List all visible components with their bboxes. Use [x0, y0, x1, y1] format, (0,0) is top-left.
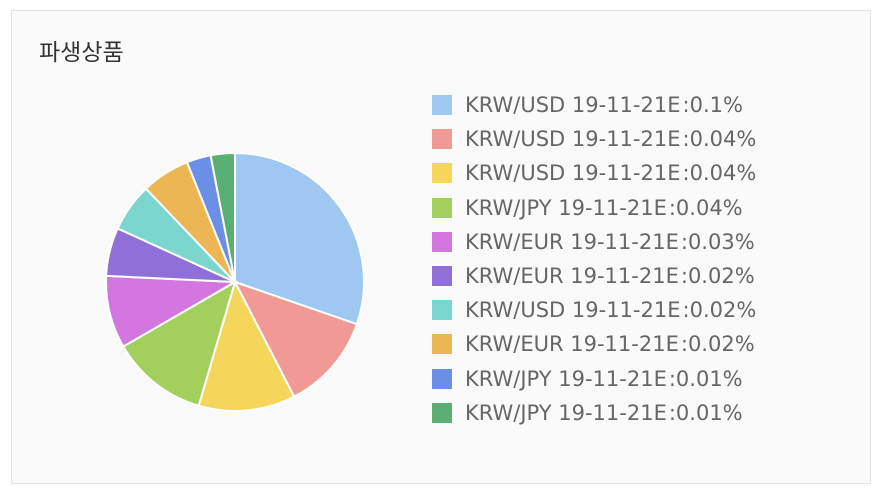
legend-separator: : — [668, 366, 676, 391]
legend-value: 0.04% — [689, 127, 757, 152]
pie-slice-10[interactable] — [209, 151, 236, 283]
legend-swatch — [432, 334, 452, 355]
legend-item-6[interactable]: KRW/EUR 19-11-21E : 0.02% — [432, 259, 756, 293]
legend-value: 0.04% — [689, 161, 757, 186]
legend-item-4[interactable]: KRW/JPY 19-11-21E : 0.04% — [432, 191, 756, 225]
pie-chart — [105, 151, 365, 412]
legend-separator: : — [680, 332, 688, 357]
legend-swatch — [432, 163, 452, 184]
card-title: 파생상품 — [39, 40, 124, 66]
legend-item-3[interactable]: KRW/USD 19-11-21E : 0.04% — [432, 156, 756, 190]
legend-swatch — [432, 402, 452, 423]
legend-swatch — [432, 300, 452, 321]
legend-item-9[interactable]: KRW/JPY 19-11-21E : 0.01% — [432, 362, 756, 396]
legend-separator: : — [682, 161, 690, 186]
legend-value: 0.01% — [675, 400, 743, 425]
legend-item-1[interactable]: KRW/USD 19-11-21E : 0.1% — [432, 88, 756, 122]
legend-swatch — [432, 231, 452, 252]
legend-separator: : — [682, 127, 690, 152]
legend-item-10[interactable]: KRW/JPY 19-11-21E : 0.01% — [432, 396, 756, 430]
legend-label: KRW/JPY 19-11-21E — [465, 400, 667, 425]
legend-value: 0.02% — [687, 332, 755, 357]
pie-slice-1[interactable] — [234, 151, 365, 326]
legend-value: 0.01% — [675, 366, 743, 391]
pie-slice-3[interactable] — [197, 279, 296, 412]
legend-label: KRW/EUR 19-11-21E — [465, 264, 679, 289]
legend-label: KRW/USD 19-11-21E — [465, 298, 681, 323]
legend-item-5[interactable]: KRW/EUR 19-11-21E : 0.03% — [432, 225, 756, 259]
legend-separator: : — [680, 264, 688, 289]
legend-separator: : — [668, 195, 676, 220]
legend-separator: : — [682, 298, 690, 323]
chart-legend: KRW/USD 19-11-21E : 0.1% KRW/USD 19-11-21… — [432, 88, 756, 430]
legend-label: KRW/USD 19-11-21E — [465, 127, 681, 152]
legend-value: 0.03% — [687, 229, 755, 254]
legend-separator: : — [680, 229, 688, 254]
legend-swatch — [432, 197, 452, 218]
derivatives-card: 파생상품 KRW/USD 19-11-21E : 0.1% KRW/USD 19-… — [11, 10, 871, 484]
legend-label: KRW/JPY 19-11-21E — [465, 195, 667, 220]
legend-separator: : — [668, 400, 676, 425]
legend-separator: : — [682, 93, 690, 118]
pie-slice-4[interactable] — [121, 279, 237, 408]
legend-value: 0.02% — [687, 264, 755, 289]
legend-swatch — [432, 368, 452, 389]
legend-item-8[interactable]: KRW/EUR 19-11-21E : 0.02% — [432, 327, 756, 361]
legend-label: KRW/USD 19-11-21E — [465, 161, 681, 186]
legend-swatch — [432, 129, 452, 150]
legend-value: 0.02% — [689, 298, 757, 323]
legend-label: KRW/EUR 19-11-21E — [465, 332, 679, 357]
legend-swatch — [432, 266, 452, 287]
legend-value: 0.1% — [689, 93, 743, 118]
legend-label: KRW/JPY 19-11-21E — [465, 366, 667, 391]
legend-swatch — [432, 95, 452, 116]
legend-value: 0.04% — [675, 195, 743, 220]
legend-label: KRW/EUR 19-11-21E — [465, 229, 679, 254]
legend-item-2[interactable]: KRW/USD 19-11-21E : 0.04% — [432, 122, 756, 156]
legend-label: KRW/USD 19-11-21E — [465, 93, 681, 118]
pie-slice-2[interactable] — [232, 280, 359, 399]
legend-item-7[interactable]: KRW/USD 19-11-21E : 0.02% — [432, 293, 756, 327]
